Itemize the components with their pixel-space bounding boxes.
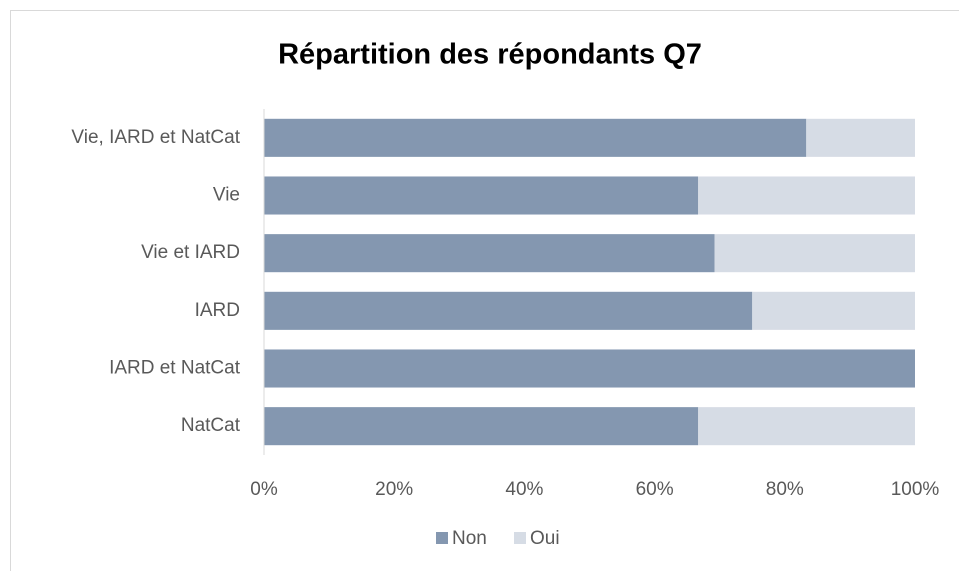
x-tick-label: 40% bbox=[505, 479, 543, 500]
bar-segment bbox=[264, 176, 699, 215]
bar-segment bbox=[714, 234, 915, 273]
y-tick-label: Vie, IARD et NatCat bbox=[71, 127, 240, 148]
x-tick-label: 60% bbox=[636, 479, 674, 500]
y-tick-label: Vie bbox=[213, 185, 240, 206]
x-tick-label: 100% bbox=[891, 479, 940, 500]
bar-segment bbox=[264, 118, 807, 157]
legend-label: Oui bbox=[530, 528, 560, 549]
legend-swatch bbox=[436, 532, 448, 544]
bar-segment bbox=[698, 176, 915, 215]
y-tick-label: IARD bbox=[195, 300, 240, 321]
y-tick-label: IARD et NatCat bbox=[109, 358, 241, 379]
legend-label: Non bbox=[452, 528, 487, 549]
x-tick-label: 20% bbox=[375, 479, 413, 500]
bar-segment bbox=[806, 118, 915, 157]
y-tick-label: Vie et IARD bbox=[141, 242, 240, 263]
bar-segment bbox=[698, 407, 915, 446]
bar-segment bbox=[264, 407, 699, 446]
chart-frame bbox=[10, 10, 959, 571]
x-tick-label: 80% bbox=[766, 479, 804, 500]
bar-segment bbox=[752, 291, 915, 330]
chart-title: Répartition des répondants Q7 bbox=[278, 39, 702, 71]
x-tick-label: 0% bbox=[250, 479, 278, 500]
bar-segment bbox=[264, 234, 715, 273]
y-tick-label: NatCat bbox=[181, 415, 241, 436]
bar-segment bbox=[264, 349, 915, 388]
bar-segment bbox=[264, 291, 753, 330]
legend-swatch bbox=[514, 532, 526, 544]
